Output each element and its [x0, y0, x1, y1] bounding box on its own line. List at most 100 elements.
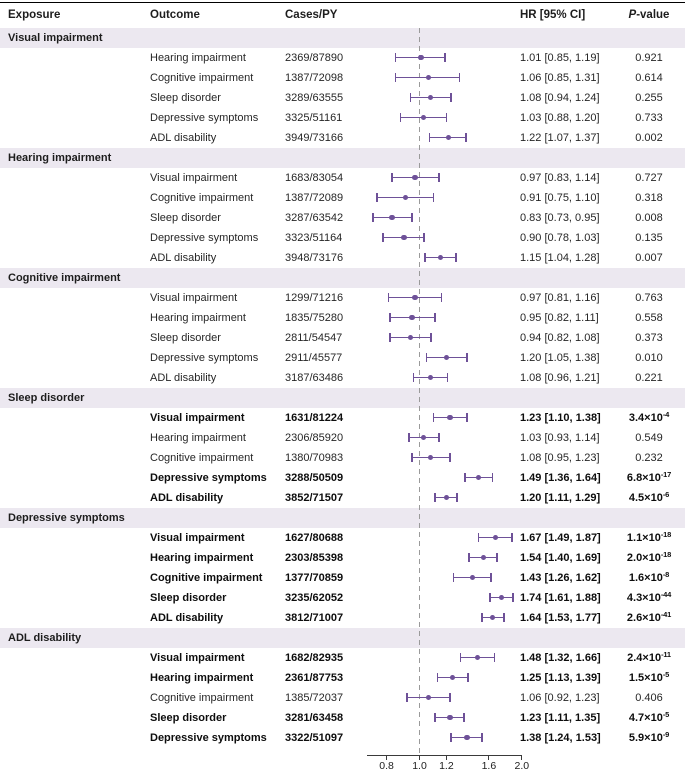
outcome-label: Depressive symptoms: [150, 731, 267, 744]
p-value: 0.318: [635, 191, 663, 204]
column-header-outcome: Outcome: [150, 9, 200, 21]
x-axis-tick: [418, 755, 421, 760]
outcome-label: Sleep disorder: [150, 331, 221, 344]
forest-row: Sleep disorder 3289/63555 1.08 [0.94, 1.24…: [0, 87, 685, 108]
ci-cap-right: [465, 133, 467, 142]
hr-point-marker: [447, 714, 453, 721]
forest-row: Cognitive impairment 1387/72089 0.91 [0.75…: [0, 187, 685, 208]
p-value: 0.763: [635, 291, 663, 304]
cases-py-value: 1380/70983: [285, 451, 344, 464]
forest-row: Visual impairment 1682/82935 1.48 [1.32, 1…: [0, 647, 685, 668]
cases-py-value: 2361/87753: [285, 671, 344, 684]
reference-line-hr-1: [419, 27, 420, 756]
ci-cap-right: [430, 333, 432, 342]
p-value: 4.3×10-44: [626, 589, 672, 604]
ci-cap-right: [463, 713, 465, 722]
ci-cap-right: [450, 93, 453, 102]
section-exposure-label: Hearing impairment: [8, 151, 112, 164]
outcome-label: ADL disability: [150, 371, 217, 384]
cases-py-value: 1387/72089: [285, 191, 344, 204]
p-value: 2.6×10-41: [626, 609, 672, 624]
cases-py-value: 3812/71007: [285, 611, 344, 624]
outcome-label: Sleep disorder: [150, 91, 221, 104]
ci-cap-right: [481, 733, 484, 742]
cases-py-value: 2369/87890: [285, 51, 344, 64]
hr-ci-value: 0.94 [0.82, 1.08]: [520, 331, 600, 344]
hr-point-marker: [443, 354, 449, 361]
p-value-exponent: -4: [662, 409, 670, 419]
ci-cap-left: [481, 613, 484, 622]
hr-point-marker: [446, 134, 452, 141]
ci-cap-left: [376, 193, 378, 202]
cases-py-value: 2306/85920: [285, 431, 344, 444]
hr-point-marker: [475, 474, 481, 481]
hr-point-marker: [425, 694, 431, 701]
hr-ci-value: 1.06 [0.85, 1.31]: [520, 71, 600, 84]
hr-ci-value: 1.22 [1.07, 1.37]: [520, 131, 600, 144]
hr-point-marker: [401, 234, 407, 241]
column-header-hr-ci: HR [95% CI]: [520, 9, 586, 21]
hr-point-marker: [421, 114, 427, 121]
hr-ci-value: 1.20 [1.11, 1.29]: [520, 491, 601, 504]
hr-ci-value: 1.25 [1.13, 1.39]: [520, 671, 601, 684]
forest-row: Hearing impairment 2361/87753 1.25 [1.13, …: [0, 667, 685, 688]
hr-point-marker: [498, 594, 504, 601]
x-axis-tick-label: 1.0: [412, 760, 427, 772]
x-axis-tick-label: 1.6: [481, 760, 497, 772]
cases-py-value: 1682/82935: [285, 651, 344, 664]
ci-cap-left: [387, 293, 390, 302]
forest-row: Hearing impairment 1835/75280 0.95 [0.82, …: [0, 307, 685, 328]
hr-point-marker: [425, 74, 431, 81]
cases-py-value: 3852/71507: [285, 491, 344, 504]
hr-ci-value: 0.83 [0.73, 0.95]: [520, 211, 600, 224]
forest-row: Visual impairment 1631/81224 1.23 [1.10, 1…: [0, 407, 685, 428]
p-value: 0.558: [635, 311, 663, 324]
outcome-label: Hearing impairment: [150, 551, 254, 564]
ci-cap-left: [436, 673, 439, 682]
hr-ci-value: 1.38 [1.24, 1.53]: [520, 731, 601, 744]
p-value: 0.221: [635, 371, 663, 384]
ci-cap-right: [511, 533, 513, 542]
hr-ci-value: 1.49 [1.36, 1.64]: [520, 471, 601, 484]
forest-row: Cognitive impairment 1385/72037 1.06 [0.92…: [0, 687, 685, 708]
ci-cap-left: [468, 553, 470, 562]
hr-point-marker: [474, 654, 480, 661]
section-exposure-label: Cognitive impairment: [8, 271, 121, 284]
ci-cap-left: [407, 433, 410, 442]
forest-row: Depressive symptoms 3325/51161 1.03 [0.88,…: [0, 107, 685, 128]
ci-cap-right: [455, 253, 457, 262]
p-value: 4.7×10-5: [628, 709, 670, 724]
section-band: Visual impairment: [0, 27, 685, 48]
p-value: 6.8×10-17: [626, 469, 672, 484]
x-axis-tick-label: 2.0: [514, 760, 530, 772]
p-value: 0.232: [635, 451, 663, 464]
hr-point-marker: [492, 534, 498, 541]
p-value: 0.727: [635, 171, 663, 184]
cases-py-value: 1683/83054: [285, 171, 344, 184]
outcome-label: Depressive symptoms: [150, 231, 259, 244]
forest-row: ADL disability 3812/71007 1.64 [1.53, 1.77…: [0, 607, 685, 628]
hr-point-marker: [449, 674, 456, 681]
ci-cap-left: [391, 173, 393, 182]
hr-ci-value: 1.20 [1.05, 1.38]: [520, 351, 600, 364]
column-header-exposure: Exposure: [8, 9, 61, 21]
outcome-label: Hearing impairment: [150, 51, 246, 64]
p-value-exponent: -44: [660, 589, 672, 599]
p-value-exponent: -8: [662, 569, 670, 579]
cases-py-value: 1385/72037: [285, 691, 344, 704]
outcome-label: Visual impairment: [150, 291, 238, 304]
ci-cap-left: [489, 593, 491, 602]
forest-row: Visual impairment 1683/83054 0.97 [0.83, 1…: [0, 167, 685, 188]
hr-point-marker: [489, 614, 496, 621]
outcome-label: Cognitive impairment: [150, 71, 254, 84]
p-value: 0.373: [635, 331, 663, 344]
hr-ci-value: 1.08 [0.96, 1.21]: [520, 371, 600, 384]
hr-point-marker: [412, 294, 418, 301]
hr-ci-value: 1.15 [1.04, 1.28]: [520, 251, 600, 264]
hr-ci-value: 1.23 [1.10, 1.38]: [520, 411, 601, 424]
ci-cap-right: [445, 113, 448, 122]
ci-cap-left: [394, 53, 397, 62]
forest-table-body: Visual impairment Hearing impairment 2369/…: [0, 27, 685, 748]
ci-cap-right: [491, 473, 494, 482]
ci-cap-left: [399, 113, 402, 122]
